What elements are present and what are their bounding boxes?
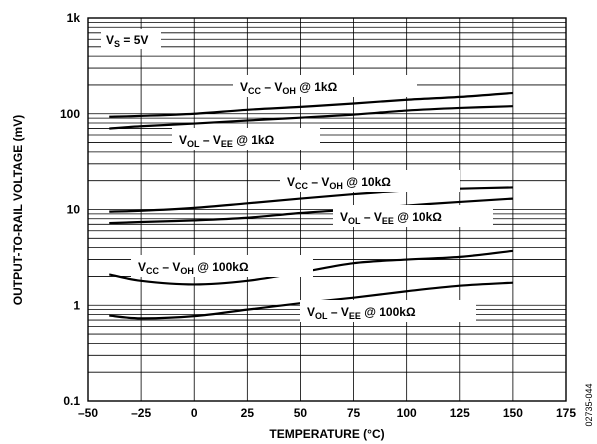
x-tick-label: 175 (556, 406, 576, 420)
x-tick-label: 25 (241, 406, 255, 420)
series-label-text: VOL – VEE @ 100kΩ (307, 305, 416, 321)
series-label-text: VCC – VOH @ 100kΩ (138, 260, 249, 276)
y-tick-label: 1k (67, 11, 81, 25)
series-label-5: VCC – VOH @ 100kΩ (131, 255, 313, 277)
series-label-text: VOL – VEE @ 1kΩ (179, 133, 275, 149)
y-axis-title: OUTPUT-TO-RAIL VOLTAGE (mV) (11, 115, 25, 305)
series-label-6: VOL – VEE @ 100kΩ (300, 300, 476, 322)
series-label-background (333, 205, 493, 227)
y-tick-label: 100 (60, 107, 80, 121)
series-label-background (172, 128, 320, 150)
condition-label-background (101, 29, 161, 49)
series-label-3: VCC – VOH @ 10kΩ (280, 170, 460, 192)
series-label-text: VOL – VEE @ 10kΩ (340, 210, 442, 226)
series-labels: VCC – VOH @ 1kΩ VOL – VEE @ 1kΩ VCC – VOH … (131, 75, 493, 322)
x-tick-label: 125 (450, 406, 470, 420)
x-tick-label: 150 (503, 406, 523, 420)
series-lines (109, 91, 514, 320)
y-tick-labels: 0.1 1 10 100 1k (60, 11, 80, 408)
series-label-background (131, 255, 313, 277)
condition-label-rest: = 5V (120, 33, 148, 47)
x-tick-label: 100 (397, 406, 417, 420)
x-tick-label: 75 (347, 406, 361, 420)
y-tick-label: 1 (73, 298, 80, 312)
y-tick-label: 10 (67, 203, 81, 217)
series-label-4: VOL – VEE @ 10kΩ (333, 205, 493, 227)
series-label-background (233, 75, 417, 97)
series-label-1: VCC – VOH @ 1kΩ (233, 75, 417, 97)
plot-frame (87, 17, 567, 402)
x-tick-label: –50 (78, 406, 98, 420)
condition-label-sub: S (114, 39, 120, 49)
series-line-4 (109, 197, 513, 225)
condition-label-main: V (106, 33, 114, 47)
series-line-2 (109, 105, 513, 130)
x-tick-labels: –50 –25 0 25 50 75 100 125 150 175 (78, 406, 576, 420)
series-label-text: VCC – VOH @ 1kΩ (240, 80, 338, 96)
figure-code: 02735-044 (584, 383, 594, 426)
x-tick-label: –25 (131, 406, 151, 420)
x-tick-label: 0 (191, 406, 198, 420)
series-label-2: VOL – VEE @ 1kΩ (172, 128, 320, 150)
series-label-background (280, 170, 460, 192)
x-tick-label: 50 (294, 406, 308, 420)
series-label-background (300, 300, 476, 322)
x-axis-title: TEMPERATURE (°C) (269, 427, 384, 441)
condition-label: VS = 5V (101, 29, 161, 49)
y-tick-label: 0.1 (63, 394, 80, 408)
svg-text:VS = 5V: VS = 5V (106, 33, 148, 49)
series-line-1 (109, 91, 513, 118)
series-label-text: VCC – VOH @ 10kΩ (287, 175, 391, 191)
